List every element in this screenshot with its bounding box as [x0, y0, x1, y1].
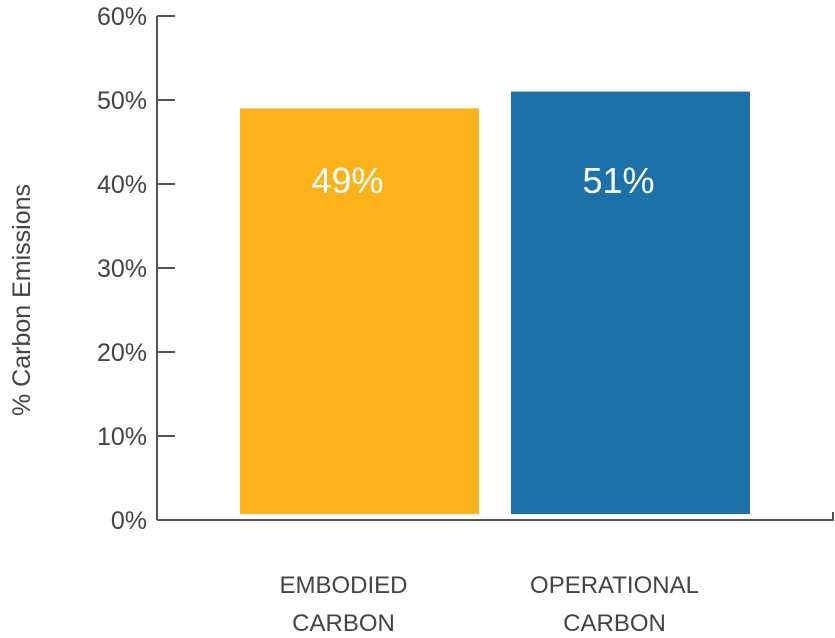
bar-data-label: 49% [311, 160, 383, 201]
y-tick-label: 30% [97, 255, 147, 283]
category-label: CARBON [563, 610, 666, 637]
y-tick-label: 10% [97, 423, 147, 451]
y-axis-ticks: 0% 10% 20% 30% 40% 50% 60% [97, 3, 175, 535]
category-label: OPERATIONAL [530, 572, 699, 599]
y-tick-label: 40% [97, 171, 147, 199]
bar [240, 108, 479, 515]
y-tick-label: 0% [111, 507, 147, 535]
bar-data-label: 51% [582, 160, 654, 201]
bar [511, 91, 750, 514]
y-tick-label: 20% [97, 339, 147, 367]
category-labels: EMBODIED CARBON OPERATIONAL CARBON [279, 572, 698, 637]
category-label: CARBON [292, 610, 395, 637]
category-label: EMBODIED [279, 572, 407, 599]
y-tick-label: 50% [97, 87, 147, 115]
y-axis-title: % Carbon Emissions [8, 184, 36, 416]
y-tick-label: 60% [97, 3, 147, 31]
data-labels: 49% 51% [311, 160, 654, 201]
bars [240, 91, 750, 515]
